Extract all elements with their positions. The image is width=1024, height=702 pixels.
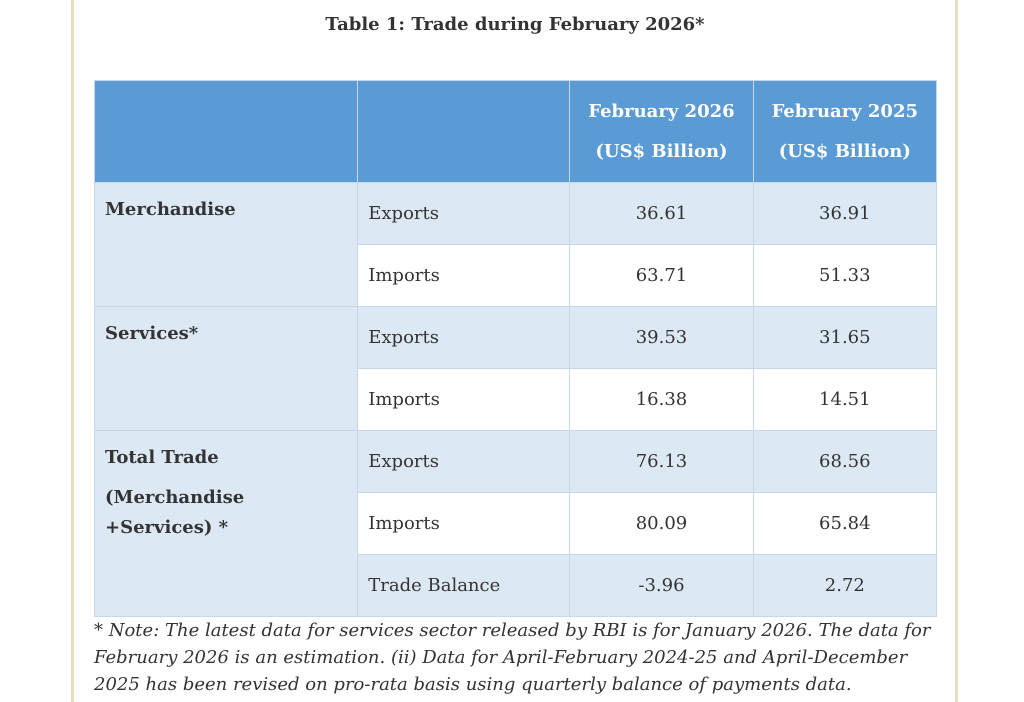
group-label: Merchandise	[93, 182, 359, 307]
header-empty-1	[93, 80, 359, 183]
row-type: Imports	[357, 492, 571, 555]
value-2026: 16.38	[569, 368, 754, 431]
group-label: Services*	[93, 306, 359, 431]
value-2025: 36.91	[752, 182, 938, 245]
value-2025: 14.51	[752, 368, 938, 431]
table-row: Imports 80.09 65.84	[95, 492, 938, 555]
table-row: Total Trade (Merchandise +Services) * Exp…	[93, 430, 938, 617]
row-type: Exports	[357, 182, 571, 245]
value-2026: 36.61	[569, 182, 754, 245]
header-empty-2	[357, 80, 571, 183]
value-2025: 68.56	[752, 430, 938, 493]
group-label: Total Trade (Merchandise +Services) *	[93, 430, 359, 617]
value-2025: 2.72	[752, 554, 938, 617]
row-type: Exports	[357, 306, 571, 369]
header-feb-2025: February 2025 (US$ Billion)	[752, 80, 938, 183]
row-type: Imports	[357, 244, 571, 307]
header-feb-2026: February 2026 (US$ Billion)	[569, 80, 754, 183]
value-2026: 80.09	[569, 492, 754, 555]
table-row: Trade Balance -3.96 2.72	[95, 554, 938, 617]
table-row: Services* Exports 39.53 31.65	[93, 306, 938, 431]
group-label-line2: (Merchandise +Services) *	[105, 487, 245, 538]
header-row: February 2026 (US$ Billion) February 2025…	[93, 80, 938, 183]
table-title: Table 1: Trade during February 2026*	[325, 14, 705, 35]
trade-table: February 2026 (US$ Billion) February 2025…	[93, 80, 938, 617]
value-2025: 31.65	[752, 306, 938, 369]
value-2025: 51.33	[752, 244, 938, 307]
row-type: Trade Balance	[357, 554, 571, 617]
table-row: Imports 16.38 14.51	[95, 368, 938, 431]
value-2026: 76.13	[569, 430, 754, 493]
table-row: Merchandise Exports 36.61 36.91	[93, 182, 938, 307]
page-right-border	[955, 0, 958, 702]
group-label-line1: Total Trade	[105, 447, 219, 468]
value-2026: 39.53	[569, 306, 754, 369]
value-2026: -3.96	[569, 554, 754, 617]
value-2026: 63.71	[569, 244, 754, 307]
table-row: Imports 63.71 51.33	[95, 244, 938, 307]
page-left-border	[71, 0, 74, 702]
row-type: Imports	[357, 368, 571, 431]
footnote: * Note: The latest data for services sec…	[94, 620, 931, 695]
row-type: Exports	[357, 430, 571, 493]
value-2025: 65.84	[752, 492, 938, 555]
